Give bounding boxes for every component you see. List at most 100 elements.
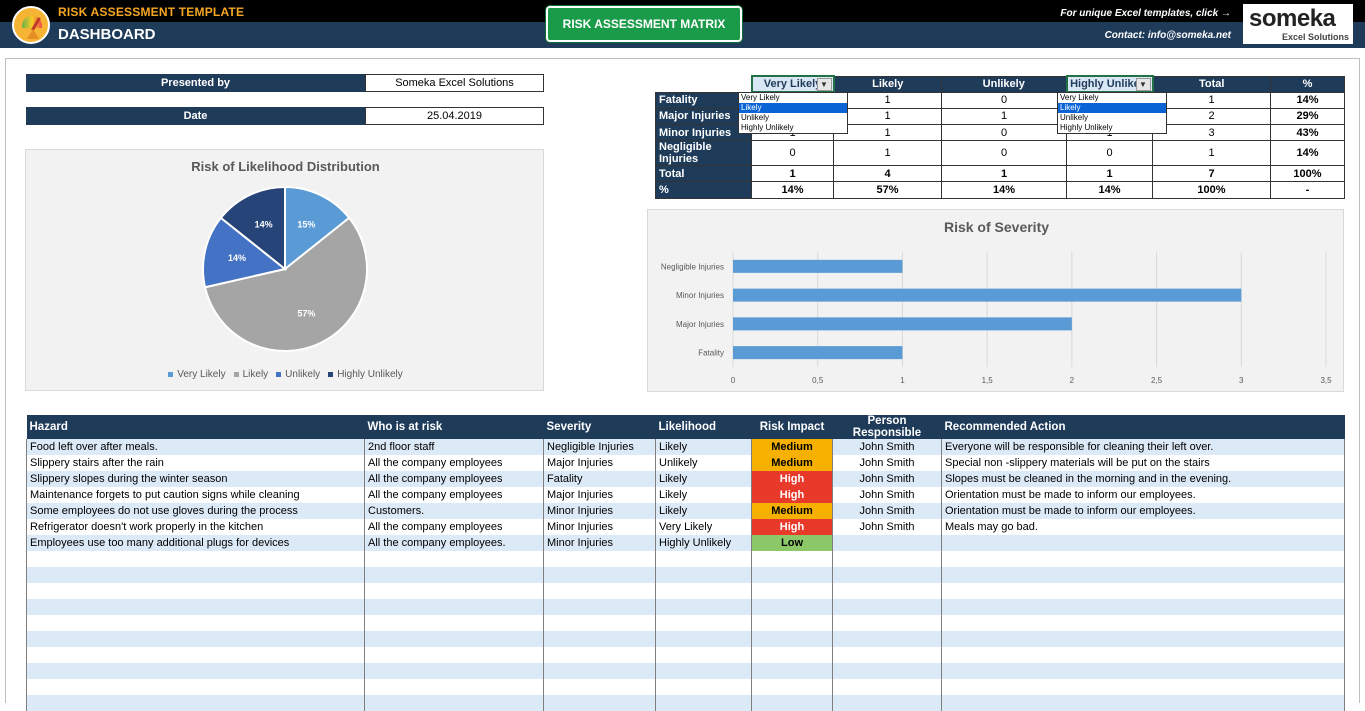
hazard-cell-likelihood[interactable] [655, 679, 752, 695]
hazard-cell-severity[interactable] [543, 663, 656, 679]
hazard-cell-hazard[interactable] [26, 567, 365, 583]
hazard-cell-who[interactable] [364, 695, 544, 711]
dropdown-option[interactable]: Highly Unlikely [741, 123, 794, 132]
hazard-cell-likelihood[interactable]: Likely [655, 503, 752, 519]
hazard-cell-hazard[interactable]: Maintenance forgets to put caution signs… [26, 487, 365, 503]
hazard-cell-action[interactable] [941, 583, 1345, 599]
hazard-cell-person[interactable]: John Smith [832, 455, 942, 471]
unique-templates-link[interactable]: For unique Excel templates, click → [1060, 8, 1231, 19]
hazard-cell-severity[interactable]: Major Injuries [543, 487, 656, 503]
hazard-cell-impact[interactable] [751, 663, 833, 679]
hazard-cell-hazard[interactable] [26, 615, 365, 631]
hazard-cell-action[interactable] [941, 615, 1345, 631]
hazard-cell-action[interactable]: Slopes must be cleaned in the morning an… [941, 471, 1345, 487]
hazard-cell-action[interactable] [941, 535, 1345, 551]
hazard-cell-person[interactable]: John Smith [832, 519, 942, 535]
dropdown-arrow-icon[interactable]: ▼ [816, 78, 832, 91]
hazard-cell-severity[interactable]: Negligible Injuries [543, 439, 656, 455]
dropdown-option[interactable]: Highly Unlikely [1060, 123, 1113, 132]
risk-impact-badge[interactable]: High [751, 519, 833, 535]
hazard-cell-person[interactable] [832, 551, 942, 567]
hazard-cell-severity[interactable]: Minor Injuries [543, 535, 656, 551]
hazard-cell-person[interactable] [832, 599, 942, 615]
hazard-cell-severity[interactable] [543, 695, 656, 711]
hazard-cell-likelihood[interactable]: Likely [655, 439, 752, 455]
hazard-cell-who[interactable]: Customers. [364, 503, 544, 519]
hazard-cell-who[interactable] [364, 679, 544, 695]
hazard-cell-hazard[interactable] [26, 551, 365, 567]
hazard-cell-likelihood[interactable] [655, 663, 752, 679]
hazard-cell-person[interactable] [832, 647, 942, 663]
hazard-cell-person[interactable]: John Smith [832, 503, 942, 519]
hazard-cell-action[interactable] [941, 695, 1345, 711]
hazard-cell-who[interactable] [364, 663, 544, 679]
hazard-cell-hazard[interactable]: Slippery slopes during the winter season [26, 471, 365, 487]
hazard-cell-who[interactable] [364, 599, 544, 615]
hazard-cell-who[interactable] [364, 615, 544, 631]
matrix-col-header[interactable]: Very Likely ▼ [750, 74, 835, 94]
hazard-cell-likelihood[interactable]: Unlikely [655, 455, 752, 471]
hazard-cell-who[interactable] [364, 567, 544, 583]
hazard-cell-severity[interactable] [543, 679, 656, 695]
hazard-cell-likelihood[interactable] [655, 583, 752, 599]
dropdown-option[interactable]: Very Likely [741, 93, 780, 102]
hazard-cell-hazard[interactable]: Some employees do not use gloves during … [26, 503, 365, 519]
hazard-cell-likelihood[interactable]: Likely [655, 487, 752, 503]
hazard-cell-action[interactable]: Special non -slippery materials will be … [941, 455, 1345, 471]
hazard-cell-action[interactable] [941, 663, 1345, 679]
hazard-cell-person[interactable]: John Smith [832, 487, 942, 503]
hazard-cell-person[interactable] [832, 631, 942, 647]
hazard-cell-hazard[interactable]: Food left over after meals. [26, 439, 365, 455]
hazard-cell-action[interactable]: Meals may go bad. [941, 519, 1345, 535]
hazard-cell-severity[interactable] [543, 551, 656, 567]
hazard-cell-person[interactable] [832, 695, 942, 711]
hazard-cell-action[interactable] [941, 647, 1345, 663]
hazard-cell-impact[interactable] [751, 695, 833, 711]
risk-impact-badge[interactable]: Medium [751, 455, 833, 471]
hazard-cell-hazard[interactable] [26, 679, 365, 695]
hazard-cell-action[interactable]: Orientation must be made to inform our e… [941, 487, 1345, 503]
hazard-cell-who[interactable] [364, 647, 544, 663]
hazard-cell-likelihood[interactable]: Very Likely [655, 519, 752, 535]
risk-impact-badge[interactable]: Medium [751, 439, 833, 455]
hazard-cell-hazard[interactable] [26, 695, 365, 711]
hazard-cell-hazard[interactable] [26, 599, 365, 615]
hazard-cell-action[interactable]: Everyone will be responsible for cleanin… [941, 439, 1345, 455]
risk-impact-badge[interactable]: Medium [751, 503, 833, 519]
hazard-cell-person[interactable] [832, 583, 942, 599]
hazard-cell-severity[interactable]: Minor Injuries [543, 519, 656, 535]
dropdown-option[interactable]: Likely [739, 103, 847, 113]
hazard-cell-severity[interactable]: Fatality [543, 471, 656, 487]
hazard-cell-severity[interactable] [543, 583, 656, 599]
hazard-cell-severity[interactable] [543, 599, 656, 615]
hazard-cell-who[interactable]: All the company employees [364, 519, 544, 535]
hazard-cell-impact[interactable] [751, 583, 833, 599]
hazard-cell-hazard[interactable] [26, 663, 365, 679]
hazard-cell-impact[interactable] [751, 551, 833, 567]
hazard-cell-who[interactable]: All the company employees. [364, 535, 544, 551]
hazard-cell-person[interactable] [832, 663, 942, 679]
hazard-cell-severity[interactable] [543, 615, 656, 631]
hazard-cell-severity[interactable] [543, 567, 656, 583]
hazard-cell-severity[interactable]: Major Injuries [543, 455, 656, 471]
dropdown-option[interactable]: Unlikely [741, 113, 770, 122]
dropdown-option[interactable]: Likely [1058, 103, 1166, 113]
hazard-cell-person[interactable] [832, 535, 942, 551]
hazard-cell-hazard[interactable] [26, 583, 365, 599]
hazard-cell-impact[interactable] [751, 567, 833, 583]
hazard-cell-likelihood[interactable] [655, 631, 752, 647]
dropdown-option[interactable]: Very Likely [1060, 93, 1099, 102]
hazard-cell-likelihood[interactable] [655, 599, 752, 615]
hazard-cell-person[interactable] [832, 615, 942, 631]
hazard-cell-likelihood[interactable]: Likely [655, 471, 752, 487]
risk-assessment-matrix-button[interactable]: RISK ASSESSMENT MATRIX [546, 6, 742, 42]
hazard-cell-person[interactable] [832, 567, 942, 583]
hazard-cell-likelihood[interactable] [655, 567, 752, 583]
hazard-cell-person[interactable] [832, 679, 942, 695]
hazard-cell-likelihood[interactable]: Highly Unlikely [655, 535, 752, 551]
hazard-cell-hazard[interactable] [26, 631, 365, 647]
date-value[interactable]: 25.04.2019 [365, 107, 544, 125]
risk-impact-badge[interactable]: High [751, 471, 833, 487]
hazard-cell-impact[interactable] [751, 631, 833, 647]
hazard-cell-impact[interactable] [751, 599, 833, 615]
